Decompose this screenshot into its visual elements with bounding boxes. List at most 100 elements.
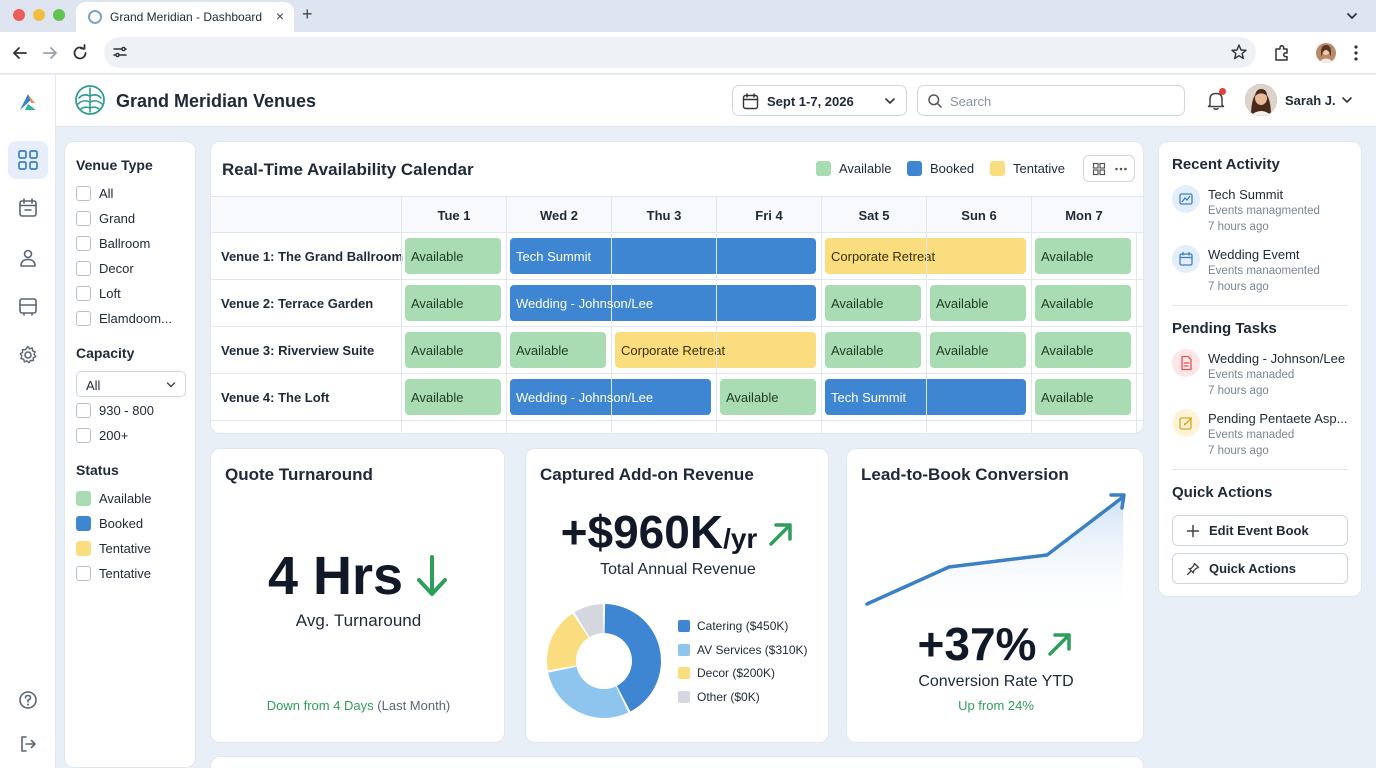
task-title[interactable]: Pending Pentaete Asp... xyxy=(1208,411,1348,426)
donut-legend-item: Decor ($200K) xyxy=(678,666,775,680)
user-menu-chevron-icon[interactable] xyxy=(1341,94,1353,106)
reload-icon[interactable] xyxy=(70,43,90,63)
legend-label: Other ($0K) xyxy=(697,689,760,704)
booking-block-booked[interactable]: Tech Summit xyxy=(510,238,816,274)
window-maximize-button[interactable] xyxy=(53,9,65,21)
status-option[interactable]: Tentative xyxy=(76,564,151,582)
filters-panel: Venue Type All Grand Ballroom Decor Loft… xyxy=(64,141,196,768)
back-arrow-icon[interactable] xyxy=(10,43,30,63)
task-title[interactable]: Wedding - Johnson/Lee xyxy=(1208,351,1346,366)
nav-help[interactable] xyxy=(8,681,48,719)
address-bar[interactable] xyxy=(104,37,1256,68)
venue-name[interactable]: Venue 2: Terrace Garden xyxy=(221,296,374,311)
venue-type-option[interactable]: Loft xyxy=(76,284,121,302)
booking-block-tentative[interactable]: Corporate Retreat xyxy=(825,238,1026,274)
grid-line xyxy=(926,233,927,433)
donut-slice xyxy=(604,604,661,712)
tab-title: Grand Meridian - Dashboard xyxy=(110,10,263,24)
nav-clients[interactable] xyxy=(8,239,48,277)
booking-block-available[interactable]: Available xyxy=(405,285,501,321)
more-options-icon[interactable] xyxy=(1114,162,1128,176)
search-box[interactable] xyxy=(917,85,1185,116)
checkbox[interactable] xyxy=(76,402,91,418)
status-option[interactable]: Tentative xyxy=(76,539,151,557)
booking-block-available[interactable]: Available xyxy=(1035,285,1131,321)
browser-menu-icon[interactable] xyxy=(1350,43,1362,63)
bookmark-star-icon[interactable] xyxy=(1230,43,1248,61)
search-input[interactable] xyxy=(950,92,1170,110)
nav-dashboard[interactable] xyxy=(8,141,48,179)
booking-block-available[interactable]: Available xyxy=(405,238,501,274)
new-tab-button[interactable]: + xyxy=(302,4,313,24)
app-logo[interactable] xyxy=(8,83,48,121)
legend-swatch xyxy=(678,667,690,679)
browser-tab[interactable]: Grand Meridian - Dashboard × xyxy=(76,2,294,32)
view-grid-icon[interactable] xyxy=(1092,162,1106,176)
status-swatch[interactable] xyxy=(76,490,91,506)
conversion-card: Lead-to-Book Conversion +37% Conversion … xyxy=(846,448,1144,743)
venue-type-option[interactable]: Elamdoom... xyxy=(76,309,172,327)
capacity-option[interactable]: 930 - 800 xyxy=(76,401,154,419)
edit-event-book-button[interactable]: Edit Event Book xyxy=(1172,515,1348,546)
browser-profile-avatar[interactable] xyxy=(1316,43,1336,63)
venue-type-option[interactable]: Ballroom xyxy=(76,234,150,252)
booking-block-booked[interactable]: Tech Summit xyxy=(825,379,1026,415)
checkbox[interactable] xyxy=(76,210,91,226)
venue-type-option[interactable]: Decor xyxy=(76,259,134,277)
pin-icon xyxy=(1185,561,1201,577)
checkbox[interactable] xyxy=(76,427,91,443)
booking-block-available[interactable]: Available xyxy=(510,332,606,368)
avatar[interactable] xyxy=(1245,84,1277,116)
booking-block-available[interactable]: Available xyxy=(1035,379,1131,415)
booking-block-available[interactable]: Available xyxy=(1035,332,1131,368)
legend-swatch xyxy=(816,161,831,176)
nav-logout[interactable] xyxy=(8,725,48,763)
booking-block-available[interactable]: Available xyxy=(825,285,921,321)
booking-block-available[interactable]: Available xyxy=(1035,238,1131,274)
checkbox[interactable] xyxy=(76,235,91,251)
extensions-puzzle-icon[interactable] xyxy=(1272,43,1292,63)
window-close-button[interactable] xyxy=(13,9,25,21)
status-option[interactable]: Available xyxy=(76,489,152,507)
venue-name[interactable]: Venue 1: The Grand Ballroom xyxy=(221,249,404,264)
checkbox[interactable] xyxy=(76,310,91,326)
forward-arrow-icon[interactable] xyxy=(40,43,60,63)
booking-block-available[interactable]: Available xyxy=(825,332,921,368)
checkbox[interactable] xyxy=(76,285,91,301)
activity-title[interactable]: Tech Summit xyxy=(1208,187,1284,202)
tab-search-chevron-icon[interactable] xyxy=(1342,6,1362,26)
booking-block-available[interactable]: Available xyxy=(405,379,501,415)
gear-icon xyxy=(19,345,37,364)
venue-type-option[interactable]: Grand xyxy=(76,209,135,227)
notification-bell-icon[interactable] xyxy=(1205,89,1227,111)
people-icon xyxy=(20,249,36,267)
venue-name[interactable]: Venue 4: The Loft xyxy=(221,390,330,405)
site-settings-icon[interactable] xyxy=(112,44,128,60)
checkbox[interactable] xyxy=(76,565,91,581)
status-swatch[interactable] xyxy=(76,515,91,531)
checkbox[interactable] xyxy=(76,185,91,201)
nav-calendar[interactable] xyxy=(8,189,48,227)
quick-actions-button[interactable]: Quick Actions xyxy=(1172,553,1348,584)
status-swatch[interactable] xyxy=(76,540,91,556)
booking-block-available[interactable]: Available xyxy=(405,332,501,368)
capacity-select[interactable]: All xyxy=(76,371,186,397)
capacity-option[interactable]: 200+ xyxy=(76,426,128,444)
booking-block-tentative[interactable]: Corporate Retreat xyxy=(615,332,816,368)
user-name[interactable]: Sarah J. xyxy=(1285,93,1336,108)
nav-venues[interactable] xyxy=(8,287,48,325)
date-range-picker[interactable]: Sept 1-7, 2026 xyxy=(732,85,907,116)
venue-name[interactable]: Venue 3: Riverview Suite xyxy=(221,343,375,358)
status-option[interactable]: Booked xyxy=(76,514,143,532)
booking-block-booked[interactable]: Wedding - Johnson/Lee xyxy=(510,379,711,415)
booking-block-available[interactable]: Available xyxy=(930,332,1026,368)
tab-close-icon[interactable]: × xyxy=(275,8,284,24)
activity-title[interactable]: Wedding Evemt xyxy=(1208,247,1300,262)
nav-settings[interactable] xyxy=(8,336,48,374)
window-minimize-button[interactable] xyxy=(33,9,45,21)
booking-block-booked[interactable]: Wedding - Johnson/Lee xyxy=(510,285,816,321)
booking-block-available[interactable]: Available xyxy=(720,379,816,415)
venue-type-option[interactable]: All xyxy=(76,184,113,202)
checkbox[interactable] xyxy=(76,260,91,276)
booking-block-available[interactable]: Available xyxy=(930,285,1026,321)
